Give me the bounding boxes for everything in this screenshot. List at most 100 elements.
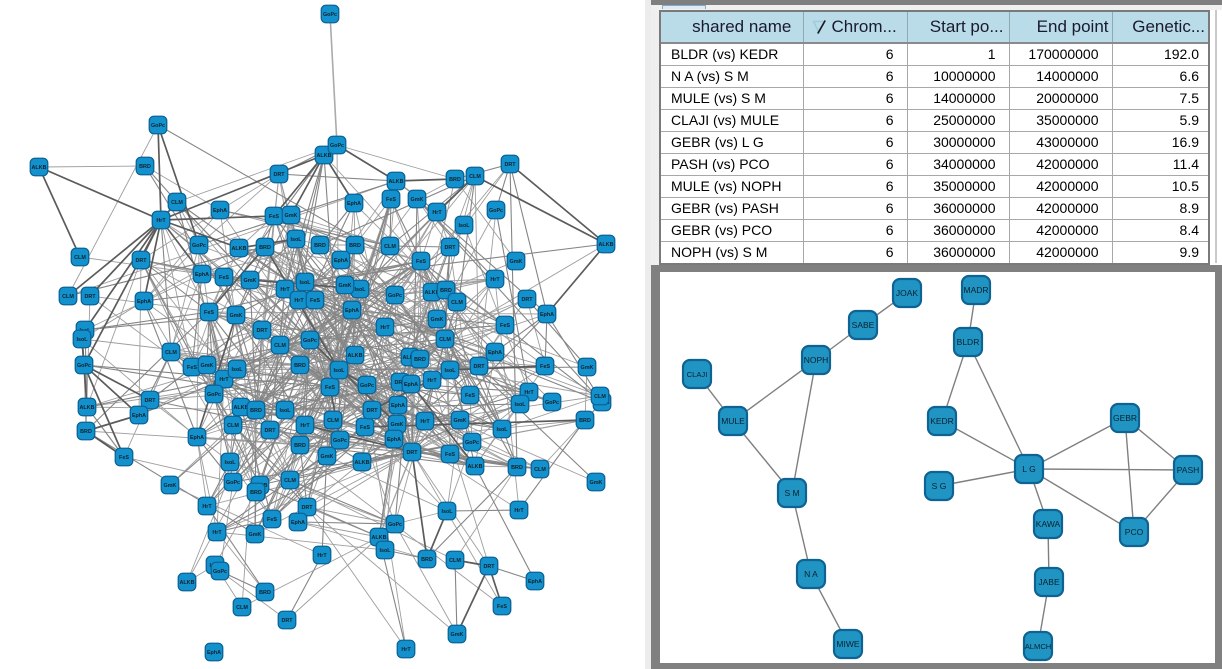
svg-text:HrT: HrT [219,377,229,383]
svg-text:NOPH: NOPH [804,355,829,365]
svg-text:GoPc: GoPc [489,208,503,214]
svg-text:DRT: DRT [444,245,456,251]
svg-text:EphA: EphA [488,350,502,356]
svg-text:EphA: EphA [207,650,221,656]
svg-text:EphA: EphA [347,201,361,207]
svg-text:FeS: FeS [325,385,335,391]
svg-text:GmK: GmK [339,283,352,289]
svg-text:ALKB: ALKB [403,355,418,361]
svg-text:GmK: GmK [244,278,257,284]
svg-text:BRD: BRD [440,288,452,294]
svg-text:BRD: BRD [294,443,306,449]
svg-text:DRT: DRT [144,398,156,404]
svg-text:HrT: HrT [202,504,212,510]
svg-text:CLM: CLM [165,350,177,356]
svg-text:PASH: PASH [1177,465,1200,475]
svg-text:ALKB: ALKB [372,535,387,541]
svg-text:CLM: CLM [449,558,461,564]
svg-text:KAWA: KAWA [1036,519,1061,529]
svg-text:GoPc: GoPc [192,243,206,249]
svg-text:HrT: HrT [380,325,390,331]
svg-text:BRD: BRD [511,465,523,471]
svg-text:S M: S M [784,488,799,498]
svg-text:GoPc: GoPc [303,338,317,344]
svg-text:CLM: CLM [451,300,463,306]
svg-text:HrT: HrT [401,647,411,653]
svg-text:IsoL: IsoL [299,280,311,286]
svg-text:ALKB: ALKB [348,353,363,359]
svg-text:CLM: CLM [62,294,74,300]
svg-text:CLM: CLM [227,423,239,429]
svg-text:CLM: CLM [384,244,396,250]
svg-text:IsoL: IsoL [514,402,526,408]
svg-text:GoPc: GoPc [151,123,165,129]
svg-text:FeS: FeS [187,365,197,371]
svg-text:FeS: FeS [465,393,475,399]
svg-text:GoPc: GoPc [388,522,402,528]
svg-text:BRD: BRD [349,243,361,249]
svg-text:IsoL: IsoL [290,237,302,243]
svg-text:GmK: GmK [581,365,594,371]
svg-text:EphA: EphA [528,579,542,585]
svg-text:DRT: DRT [256,328,268,334]
svg-text:FeS: FeS [267,517,277,523]
svg-text:BRD: BRD [314,243,326,249]
svg-text:IsoL: IsoL [458,223,470,229]
svg-text:N A: N A [804,569,818,579]
svg-text:EphA: EphA [132,413,146,419]
svg-text:CLAJI: CLAJI [687,370,708,379]
svg-text:ALMCH: ALMCH [1025,642,1052,651]
svg-text:GmK: GmK [285,213,298,219]
svg-text:GmK: GmK [510,259,523,265]
svg-text:BRD: BRD [80,429,92,435]
svg-text:DRT: DRT [301,505,313,511]
svg-text:MULE: MULE [721,416,745,426]
svg-text:HrT: HrT [294,298,304,304]
svg-text:MADR: MADR [963,285,988,295]
svg-text:IsoL: IsoL [444,368,456,374]
svg-text:HrT: HrT [490,277,500,283]
svg-text:GmK: GmK [321,454,334,460]
svg-text:CLM: CLM [534,467,546,473]
svg-text:HrT: HrT [212,530,222,536]
svg-text:HrT: HrT [514,508,524,514]
svg-text:IsoL: IsoL [231,367,243,373]
svg-text:FeS: FeS [386,197,396,203]
svg-text:DRT: DRT [394,380,406,386]
svg-text:ALKB: ALKB [599,242,614,248]
svg-text:GmK: GmK [451,632,464,638]
svg-text:ALKB: ALKB [232,246,247,252]
svg-text:FeS: FeS [445,452,455,458]
svg-text:FeS: FeS [416,259,426,265]
svg-text:GmK: GmK [431,317,444,323]
svg-text:GmK: GmK [249,532,262,538]
svg-text:IsoL: IsoL [441,509,453,515]
svg-text:ALKB: ALKB [389,179,404,185]
svg-text:DRT: DRT [483,564,495,570]
svg-text:JABE: JABE [1038,577,1060,587]
svg-text:FeS: FeS [310,298,320,304]
svg-text:FeS: FeS [500,323,510,329]
svg-text:BRD: BRD [250,408,262,414]
svg-text:CLM: CLM [236,605,248,611]
svg-text:GmK: GmK [164,483,177,489]
svg-text:GoPc: GoPc [213,569,227,575]
svg-text:IsoL: IsoL [76,337,88,343]
svg-text:GoPc: GoPc [330,143,344,149]
svg-text:GoPc: GoPc [207,392,221,398]
svg-text:HrT: HrT [524,390,534,396]
svg-text:DRT: DRT [473,364,485,370]
svg-text:BRD: BRD [421,557,433,563]
svg-text:ALKB: ALKB [80,405,95,411]
svg-text:EphA: EphA [213,208,227,214]
svg-text:BLDR: BLDR [957,337,980,347]
svg-text:GoPc: GoPc [226,480,240,486]
svg-text:BRD: BRD [259,590,271,596]
svg-text:FeS: FeS [219,275,229,281]
svg-text:HrT: HrT [300,423,310,429]
svg-text:L G: L G [1022,464,1035,474]
svg-text:IsoL: IsoL [379,548,391,554]
svg-text:GoPc: GoPc [323,12,337,18]
svg-text:EphA: EphA [334,258,348,264]
svg-text:HrT: HrT [432,210,442,216]
